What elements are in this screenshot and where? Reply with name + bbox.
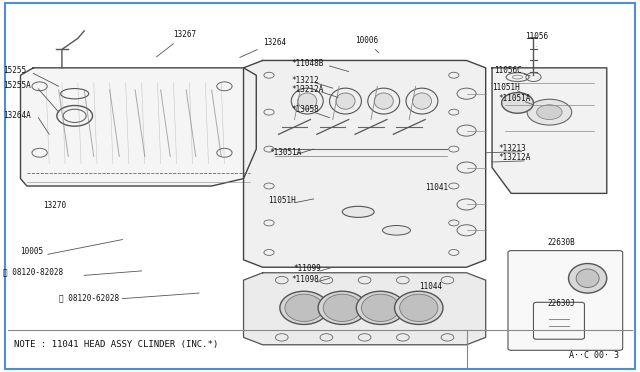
Ellipse shape	[399, 294, 438, 321]
Text: 13264A: 13264A	[3, 111, 31, 120]
Text: 11041: 11041	[425, 183, 448, 192]
Text: Ⓑ 08120-82028: Ⓑ 08120-82028	[3, 267, 63, 277]
Ellipse shape	[336, 93, 355, 109]
Text: *13213: *13213	[499, 144, 526, 153]
Circle shape	[527, 99, 572, 125]
Text: *13212: *13212	[291, 76, 319, 84]
Text: NOTE : 11041 HEAD ASSY CLINDER (INC.*): NOTE : 11041 HEAD ASSY CLINDER (INC.*)	[14, 340, 218, 349]
Text: *13051A: *13051A	[269, 148, 301, 157]
Text: *11048B: *11048B	[291, 59, 324, 68]
Ellipse shape	[362, 294, 399, 321]
Polygon shape	[244, 61, 486, 267]
FancyBboxPatch shape	[508, 251, 623, 350]
Text: 13270: 13270	[43, 201, 66, 210]
Ellipse shape	[318, 291, 367, 324]
Ellipse shape	[394, 291, 443, 324]
Ellipse shape	[342, 206, 374, 217]
Text: 15255A: 15255A	[3, 81, 31, 90]
Ellipse shape	[298, 93, 317, 109]
Text: 13264: 13264	[240, 38, 286, 58]
Text: 11056: 11056	[525, 32, 548, 46]
Ellipse shape	[568, 263, 607, 293]
Ellipse shape	[412, 93, 431, 109]
Ellipse shape	[280, 291, 328, 324]
Ellipse shape	[383, 225, 410, 235]
Ellipse shape	[576, 269, 599, 288]
Ellipse shape	[356, 291, 404, 324]
Polygon shape	[492, 68, 607, 193]
Text: *11051A: *11051A	[499, 94, 531, 103]
Text: 22630J: 22630J	[547, 299, 575, 308]
Polygon shape	[244, 273, 486, 345]
Text: *11099: *11099	[293, 264, 321, 273]
Circle shape	[537, 105, 562, 119]
Text: Ⓑ 08120-62028: Ⓑ 08120-62028	[59, 294, 119, 302]
Ellipse shape	[502, 93, 534, 113]
Text: 11056C: 11056C	[494, 66, 522, 76]
Text: 15255: 15255	[3, 66, 26, 76]
Text: 10006: 10006	[355, 36, 379, 53]
Polygon shape	[20, 68, 256, 186]
Text: *13212A: *13212A	[291, 85, 324, 94]
Text: 11051H: 11051H	[492, 83, 520, 92]
Text: *13212A: *13212A	[499, 153, 531, 162]
Ellipse shape	[323, 294, 362, 321]
Text: *11098: *11098	[291, 275, 319, 284]
Text: 11044: 11044	[419, 282, 442, 291]
Text: A··C 00· 3: A··C 00· 3	[570, 351, 620, 360]
Ellipse shape	[285, 294, 323, 321]
Text: 13267: 13267	[157, 30, 196, 57]
Text: *13058: *13058	[291, 105, 319, 114]
Text: 22630B: 22630B	[547, 238, 575, 247]
Text: 11051H: 11051H	[268, 196, 296, 205]
Ellipse shape	[374, 93, 394, 109]
Text: 10005: 10005	[20, 247, 44, 256]
